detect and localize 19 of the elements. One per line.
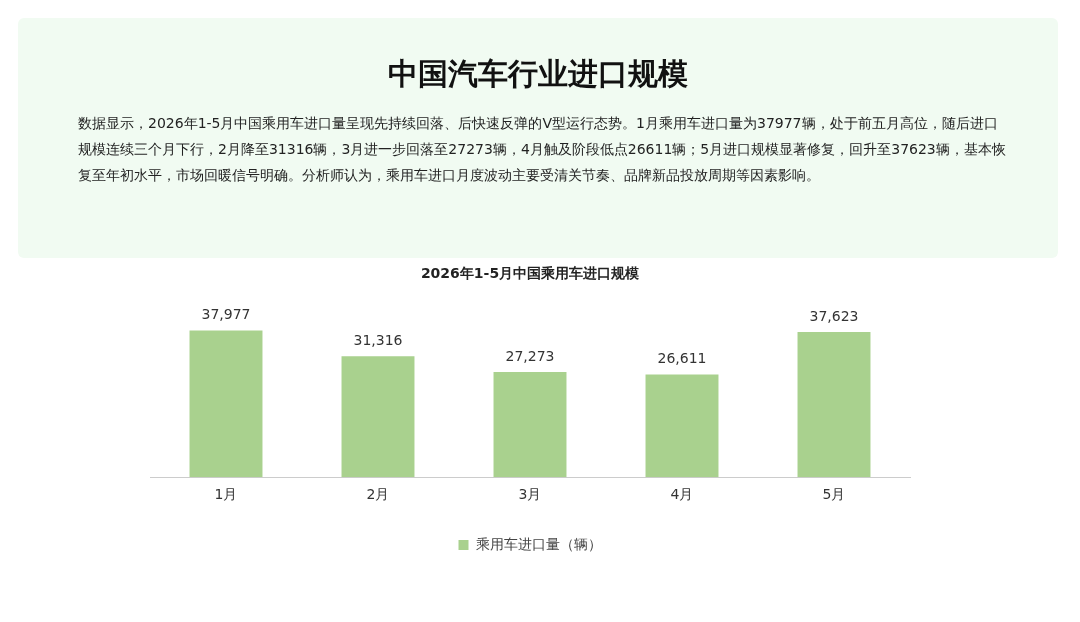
x-tick-label: 5月 [822,486,846,503]
chart-title: 2026年1-5月中国乘用车进口规模 [420,265,641,282]
text: 数据显示，2026年1-5月中国乘用车进口量呈现先持续回落、后快速反弹的V型运行态势。1月乘用车进口量为37977辆，处于前五月高位，随后进口规模连续三个月下行，2月降至31316辆，3月进一步回落至27273辆，4月触及阶段低点26611辆；5月进口规模显著修复，回升至37623辆，基本恢复至年初水平，市场回暖信号明确。分析师认为，乘用车进口月度波动主要受清关节奏、品牌新品投放周期等因素影响。 [78,114,1007,185]
legend-label: 乘用车进口量（辆） [475,535,602,552]
bar [645,374,719,478]
bar [493,371,567,478]
data-label: 31,316 [353,331,403,348]
data-label: 37,977 [201,306,251,323]
x-tick-label: 1月 [214,486,238,503]
x-tick-label: 2月 [366,486,390,503]
data-label: 27,273 [505,347,555,364]
data-label: 26,611 [657,350,707,367]
text: 中国汽车行业进口规模 [387,55,689,93]
bar [189,330,263,478]
x-tick-label: 4月 [670,486,694,503]
data-label: 37,623 [809,307,859,324]
bar [797,331,871,478]
x-tick-label: 3月 [518,486,542,503]
bar [341,356,415,478]
